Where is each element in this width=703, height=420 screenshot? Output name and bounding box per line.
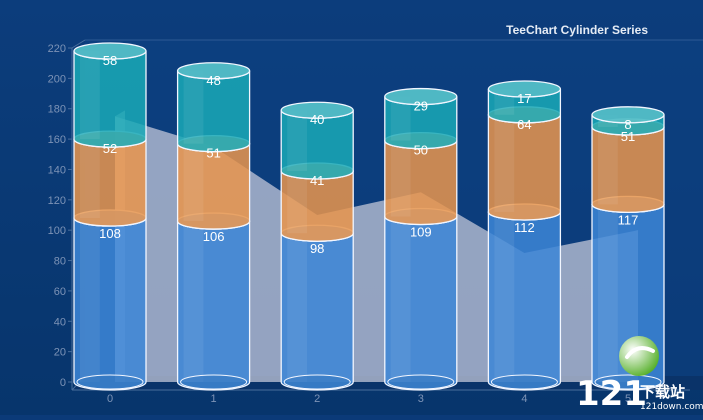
cylinder-highlight <box>598 126 618 205</box>
data-label: 40 <box>310 112 324 127</box>
x-axis-ticks: 0 1 2 3 4 5 <box>107 393 631 405</box>
cylinder-highlight <box>183 70 204 144</box>
cylinder-bars <box>73 42 665 391</box>
data-label: 112 <box>514 220 535 235</box>
cylinder-base <box>76 374 144 390</box>
watermark-brand: 121 <box>576 374 647 414</box>
x-tick-label: 0 <box>107 393 113 405</box>
data-label: 29 <box>414 99 428 114</box>
y-tick-label: 140 <box>48 164 66 176</box>
cylinder-cap <box>176 62 251 80</box>
x-tick-label: 4 <box>521 393 527 405</box>
y-tick-label: 120 <box>48 195 66 207</box>
y-tick-label: 0 <box>60 377 66 389</box>
cylinder-highlight <box>390 140 411 217</box>
cylinder-column <box>591 106 665 391</box>
data-label: 106 <box>203 229 225 244</box>
cylinder-cap <box>591 106 665 124</box>
x-tick-label: 2 <box>314 393 320 405</box>
data-label: 8 <box>624 117 631 132</box>
cylinder-highlight <box>390 96 411 141</box>
data-label: 98 <box>310 241 324 256</box>
cylinder-column <box>176 62 251 391</box>
cylinder-column <box>73 42 147 391</box>
cylinder-highlight <box>287 170 307 234</box>
cylinder-highlight <box>183 221 204 382</box>
data-label: 48 <box>206 73 220 88</box>
cylinder-cap <box>384 87 458 106</box>
data-label: 51 <box>206 146 220 161</box>
data-label: 50 <box>414 143 428 158</box>
data-label: 117 <box>618 212 639 227</box>
cylinder-column <box>487 80 562 391</box>
y-tick-label: 220 <box>48 43 66 55</box>
y-tick-label: 180 <box>48 104 66 116</box>
cylinder-cap <box>487 80 562 98</box>
y-tick-label: 200 <box>48 73 66 85</box>
data-label: 51 <box>621 129 635 144</box>
y-axis-ticks: 0 20 40 60 80 100 120 140 160 180 200 220 <box>48 43 72 389</box>
x-tick-label: 3 <box>418 393 424 405</box>
y-tick-label: 100 <box>48 225 66 237</box>
cylinder-base <box>490 374 558 390</box>
y-tick-label: 40 <box>54 316 66 328</box>
cylinder-highlight <box>80 218 100 382</box>
x-tick-label: 1 <box>211 393 217 405</box>
data-label: 41 <box>310 173 324 188</box>
cylinder-base <box>387 374 455 390</box>
watermark-url: 121down.com <box>640 402 703 412</box>
cylinder-highlight <box>598 204 618 382</box>
cylinder-base <box>594 374 662 390</box>
data-label: 58 <box>103 53 117 68</box>
cylinder-highlight <box>80 139 100 219</box>
cylinder-column <box>280 101 354 391</box>
y-tick-label: 160 <box>48 134 66 146</box>
cylinder-cap <box>73 42 147 60</box>
globe-icon <box>619 336 659 376</box>
y-tick-label: 20 <box>54 347 66 359</box>
cylinder-highlight <box>390 216 411 382</box>
y-tick-label: 60 <box>54 286 66 298</box>
watermark-logo: 121 下载站 121down.com <box>576 336 703 414</box>
cylinder-highlight <box>287 110 307 171</box>
cylinder-column <box>384 87 458 391</box>
cylinder-base <box>180 374 248 390</box>
x-tick-label: 5 <box>625 393 631 405</box>
cylinder-highlight <box>494 211 515 382</box>
watermark-cn: 下载站 <box>640 383 685 401</box>
data-label: 109 <box>410 225 432 240</box>
cylinder-highlight <box>287 233 307 382</box>
data-label: 17 <box>517 91 531 106</box>
cylinder-cap <box>280 101 354 119</box>
data-label: 52 <box>103 141 117 156</box>
cylinder-highlight <box>80 51 100 140</box>
chart-title: TeeChart Cylinder Series <box>506 23 648 37</box>
cylinder-base <box>283 374 351 390</box>
cylinder-highlight <box>494 114 515 212</box>
y-tick-label: 80 <box>54 256 66 268</box>
cylinder-highlight <box>183 143 204 222</box>
data-label: 108 <box>99 226 121 241</box>
data-label: 64 <box>517 117 531 132</box>
